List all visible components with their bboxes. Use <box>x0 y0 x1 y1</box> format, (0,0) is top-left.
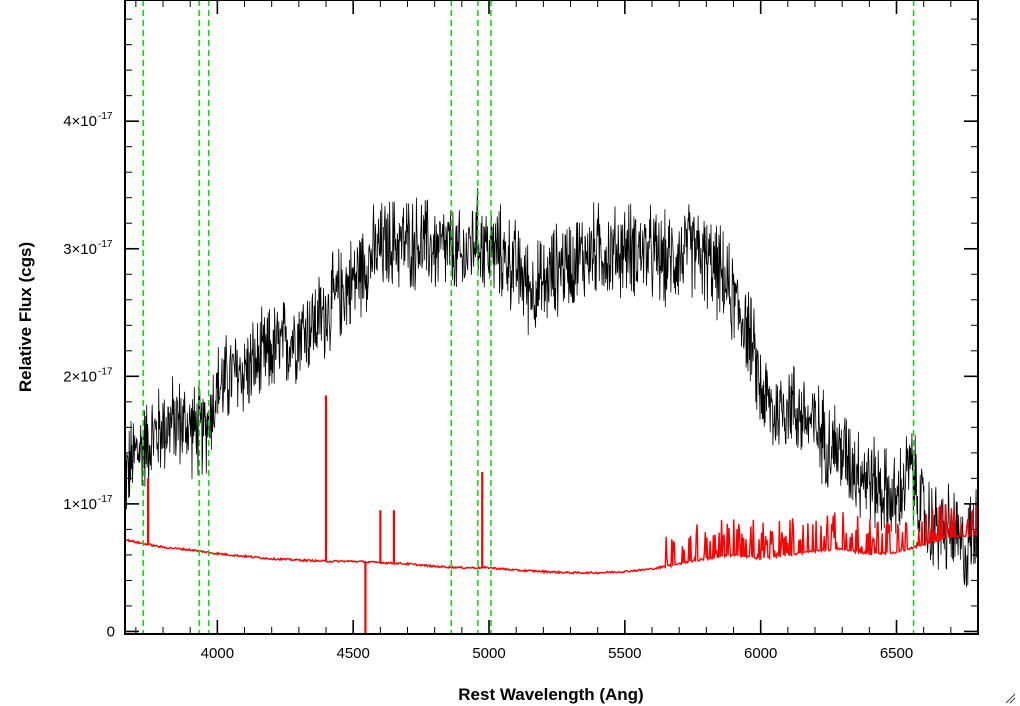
y-tick-exponent: -17 <box>98 366 113 377</box>
y-tick-label: 0 <box>107 623 115 640</box>
resize-grip-icon <box>1005 693 1016 704</box>
plot-frame <box>124 0 979 635</box>
y-axis-label: Relative Flux (cgs) <box>16 242 35 392</box>
y-tick-label: 2×10 <box>63 368 97 385</box>
y-tick-exponent: -17 <box>98 494 113 505</box>
plot-area <box>125 0 978 634</box>
y-tick-label: 1×10 <box>63 496 97 513</box>
y-tick-label: 3×10 <box>63 241 97 258</box>
x-tick-label: 6000 <box>744 645 777 662</box>
y-tick-labels: 01×10 -172×10 -173×10 -174×10 -17 <box>63 111 115 640</box>
x-tick-labels: 4000 4500 5000 5500 6000 6500 <box>201 645 914 662</box>
y-tick-exponent: -17 <box>98 239 113 250</box>
reference-lines <box>142 0 915 634</box>
spectrum-series <box>125 188 978 588</box>
spectrum-line <box>125 188 978 588</box>
x-tick-label: 5000 <box>472 645 505 662</box>
x-tick-label: 4000 <box>201 645 234 662</box>
x-tick-label: 4500 <box>337 645 370 662</box>
y-tick-label: 4×10 <box>63 113 97 130</box>
y-tick-exponent: -17 <box>98 111 113 122</box>
error-line <box>125 504 978 575</box>
x-tick-label: 6500 <box>880 645 913 662</box>
x-tick-label: 5500 <box>608 645 641 662</box>
error-series <box>125 395 978 634</box>
x-axis-label: Rest Wavelength (Ang) <box>458 685 643 704</box>
axis-ticks <box>125 0 979 634</box>
